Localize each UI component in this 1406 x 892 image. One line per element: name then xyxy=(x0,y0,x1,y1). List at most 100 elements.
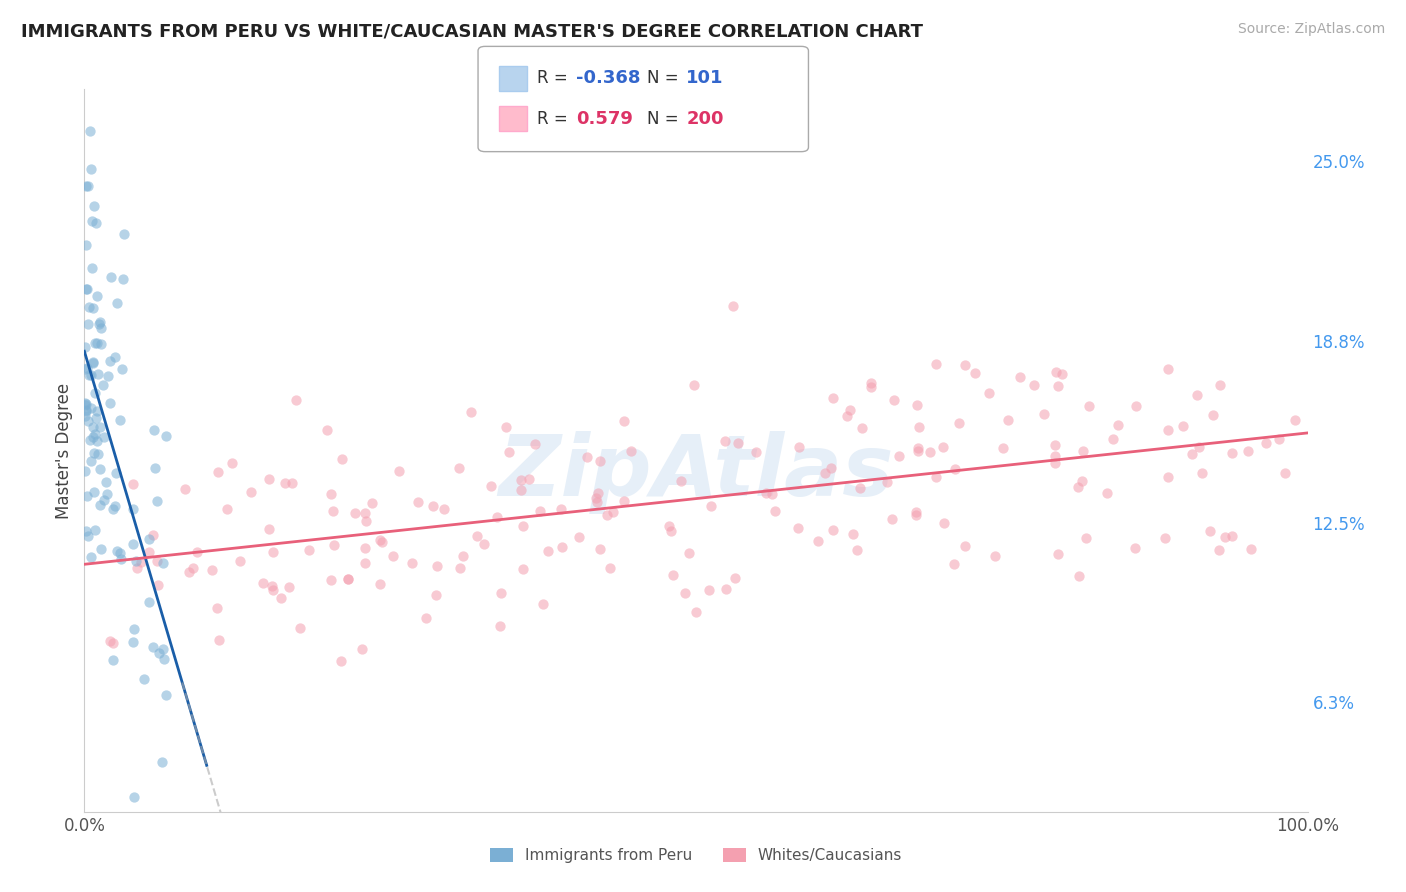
Point xyxy=(517,472,540,486)
Point xyxy=(353,507,375,521)
Point xyxy=(1043,438,1066,452)
Point xyxy=(509,483,531,497)
Point xyxy=(125,554,148,568)
Point xyxy=(451,549,474,563)
Point xyxy=(1052,367,1074,381)
Point xyxy=(1274,467,1296,481)
Point xyxy=(1254,435,1277,450)
Point xyxy=(142,640,165,654)
Point xyxy=(105,466,128,480)
Point xyxy=(84,523,107,537)
Point xyxy=(122,634,145,648)
Y-axis label: Master's Degree: Master's Degree xyxy=(55,383,73,518)
Point xyxy=(839,403,862,417)
Point xyxy=(103,501,125,516)
Point xyxy=(110,551,132,566)
Point xyxy=(1071,475,1094,489)
Point xyxy=(586,494,609,508)
Point xyxy=(77,318,100,332)
Point xyxy=(1123,541,1146,555)
Point xyxy=(75,282,97,296)
Point xyxy=(371,535,394,549)
Point xyxy=(1022,378,1045,392)
Point xyxy=(755,486,778,500)
Point xyxy=(495,419,517,434)
Point xyxy=(489,585,512,599)
Point xyxy=(75,238,97,252)
Point xyxy=(208,633,231,648)
Point xyxy=(943,462,966,476)
Point xyxy=(613,414,636,428)
Point xyxy=(73,409,96,423)
Point xyxy=(125,561,148,575)
Point xyxy=(86,335,108,350)
Point xyxy=(1067,569,1090,583)
Point xyxy=(82,301,104,315)
Point xyxy=(207,465,229,479)
Point xyxy=(529,504,551,518)
Point xyxy=(75,403,97,417)
Point xyxy=(1157,470,1180,484)
Point xyxy=(1188,440,1211,454)
Point xyxy=(316,423,339,437)
Point xyxy=(260,578,283,592)
Point xyxy=(851,421,873,435)
Point xyxy=(714,434,737,449)
Point xyxy=(82,355,104,369)
Point xyxy=(761,487,783,501)
Point xyxy=(1043,456,1066,470)
Point xyxy=(79,401,101,416)
Point xyxy=(820,460,842,475)
Point xyxy=(75,524,97,538)
Point xyxy=(1045,449,1067,463)
Point xyxy=(787,440,810,454)
Point xyxy=(93,430,115,444)
Point xyxy=(150,755,173,769)
Point xyxy=(406,494,429,508)
Point xyxy=(229,554,252,568)
Point xyxy=(343,506,366,520)
Point xyxy=(79,124,101,138)
Point xyxy=(586,486,609,500)
Point xyxy=(814,466,837,480)
Point xyxy=(1153,532,1175,546)
Point xyxy=(991,442,1014,456)
Point xyxy=(361,496,384,510)
Point xyxy=(727,436,749,450)
Point xyxy=(721,299,744,313)
Point xyxy=(1237,444,1260,458)
Point xyxy=(262,582,284,597)
Point xyxy=(1157,362,1180,376)
Point xyxy=(422,499,444,513)
Point xyxy=(1032,407,1054,421)
Point xyxy=(152,641,174,656)
Point xyxy=(1046,379,1069,393)
Point xyxy=(134,672,156,686)
Point xyxy=(932,516,955,531)
Point xyxy=(83,199,105,213)
Point xyxy=(905,508,928,522)
Point xyxy=(1202,408,1225,422)
Point xyxy=(73,361,96,376)
Point xyxy=(479,478,502,492)
Point xyxy=(143,461,166,475)
Point xyxy=(76,282,98,296)
Point xyxy=(101,653,124,667)
Point xyxy=(510,473,533,487)
Point xyxy=(1268,432,1291,446)
Point xyxy=(86,434,108,449)
Point xyxy=(859,379,882,393)
Point xyxy=(925,470,948,484)
Point xyxy=(907,442,929,456)
Point xyxy=(86,289,108,303)
Point xyxy=(889,449,911,463)
Point xyxy=(472,537,495,551)
Point xyxy=(678,546,700,560)
Point xyxy=(700,499,723,513)
Point xyxy=(576,450,599,464)
Point xyxy=(599,560,621,574)
Point xyxy=(821,391,844,405)
Point xyxy=(381,549,404,563)
Point xyxy=(1010,369,1032,384)
Point xyxy=(322,538,344,552)
